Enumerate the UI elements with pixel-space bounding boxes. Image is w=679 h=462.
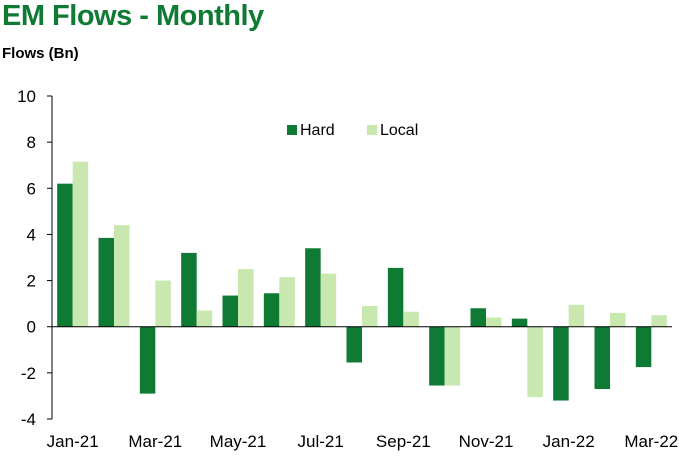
- y-tick-label: -2: [21, 364, 36, 383]
- bar-hard-mar-22: [635, 326, 652, 368]
- x-tick-labels: Jan-21 Mar-21 May-21 Jul-21 Sep-21 Nov-21 Jan-…: [47, 432, 679, 451]
- bar-hard-jan-22: [553, 326, 569, 401]
- bar-hard-oct-21: [429, 326, 445, 386]
- bar-hard-apr-21: [181, 252, 197, 327]
- bar-local-jan-22: [568, 304, 585, 327]
- bar-local-feb-22: [610, 312, 626, 327]
- y-tick-label: 4: [27, 225, 36, 244]
- axes-group: [47, 95, 672, 420]
- y-tick-label: 6: [27, 179, 36, 198]
- y-tick-label: 8: [27, 133, 36, 152]
- x-tick-label: Jul-21: [298, 432, 344, 451]
- legend-label-local: Local: [380, 122, 418, 139]
- x-tick-label: May-21: [210, 432, 267, 451]
- bar-hard-mar-21: [139, 326, 156, 394]
- bar-hard-nov-21: [470, 308, 486, 327]
- bar-local-jun-21: [279, 277, 295, 327]
- bar-local-sep-21: [403, 311, 419, 327]
- y-tick-labels: -4 -2 0 2 4 6 8 10: [17, 87, 36, 429]
- bar-hard-feb-22: [594, 326, 610, 389]
- bar-local-mar-22: [651, 315, 667, 327]
- y-tick-label: 10: [17, 87, 36, 106]
- bar-hard-dec-21: [511, 318, 528, 327]
- x-tick-label: Mar-22: [624, 432, 678, 451]
- bar-hard-jun-21: [263, 293, 280, 327]
- bar-local-aug-21: [362, 305, 378, 327]
- legend: Hard Local: [287, 122, 418, 139]
- y-tick-label: 0: [27, 318, 36, 337]
- legend-swatch-hard: [287, 125, 297, 135]
- y-tick-label: 2: [27, 272, 36, 291]
- bar-hard-jul-21: [305, 248, 321, 327]
- bar-local-oct-21: [444, 326, 461, 386]
- bar-hard-may-21: [222, 295, 238, 327]
- x-tick-label: Nov-21: [459, 432, 514, 451]
- chart-title: EM Flows - Monthly: [2, 0, 264, 32]
- bar-local-mar-21: [155, 280, 171, 327]
- bar-hard-jan-21: [57, 183, 73, 327]
- legend-swatch-local: [367, 125, 377, 135]
- bar-local-apr-21: [196, 310, 213, 327]
- x-tick-label: Sep-21: [376, 432, 431, 451]
- x-tick-label: Mar-21: [128, 432, 182, 451]
- bar-hard-sep-21: [387, 267, 404, 327]
- legend-label-hard: Hard: [300, 122, 335, 139]
- bars-group: [57, 161, 667, 401]
- x-tick-label: Jan-21: [47, 432, 99, 451]
- bar-hard-feb-21: [98, 237, 114, 327]
- y-tick-label: -4: [21, 410, 36, 429]
- bar-local-may-21: [238, 269, 254, 327]
- bar-local-nov-21: [486, 317, 502, 327]
- bar-local-jan-21: [72, 161, 89, 327]
- bar-local-feb-21: [114, 225, 130, 327]
- bar-local-jul-21: [320, 273, 337, 327]
- bar-local-dec-21: [527, 326, 543, 398]
- x-tick-label: Jan-22: [543, 432, 595, 451]
- bar-hard-aug-21: [346, 326, 362, 363]
- y-axis-unit-label: Flows (Bn): [2, 45, 79, 62]
